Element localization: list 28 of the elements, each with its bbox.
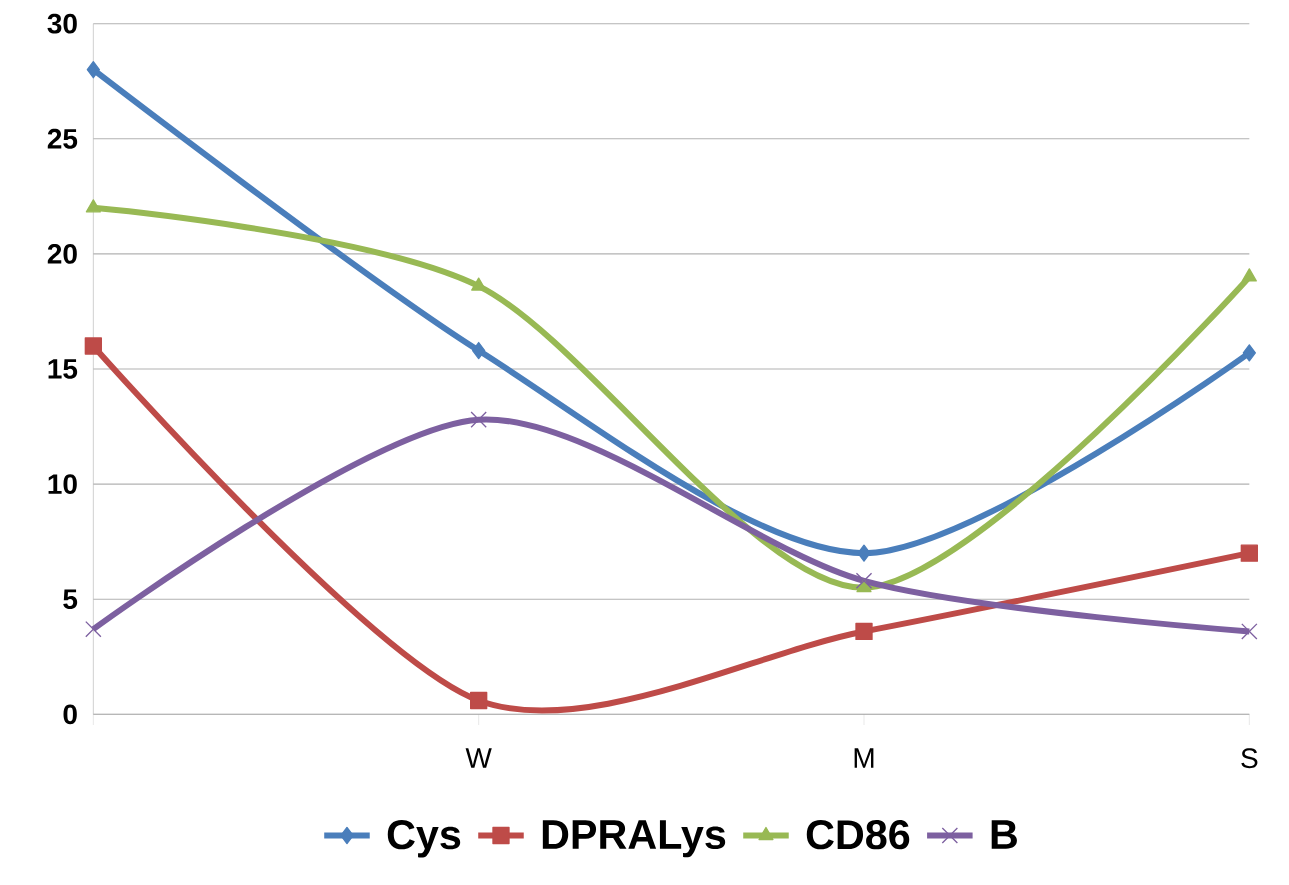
point: [1241, 623, 1258, 640]
point: [470, 691, 488, 710]
point: [855, 622, 873, 641]
y-tick-label: 25: [47, 128, 78, 149]
point: [84, 337, 103, 355]
y-tick-label: 0: [63, 704, 77, 725]
point: [86, 61, 101, 79]
point: [1242, 344, 1256, 362]
y-tick-label: 15: [48, 359, 78, 379]
x-tick-label: W: [465, 748, 492, 768]
point: [1240, 544, 1259, 562]
point: [1241, 268, 1257, 282]
point: [857, 544, 871, 562]
legend-label: CD86: [806, 820, 910, 850]
y-tick-label: 10: [48, 474, 77, 495]
legend-label: B: [991, 820, 1017, 849]
legend-label: Cys: [387, 820, 461, 858]
point: [472, 341, 486, 360]
y-tick-label: 5: [63, 589, 78, 609]
point: [470, 411, 487, 428]
point: [85, 199, 101, 213]
point: [855, 572, 873, 589]
x-tick-label: S: [1241, 748, 1258, 769]
y-tick-label: 20: [47, 243, 77, 264]
y-tick-label: 30: [47, 13, 77, 34]
x-tick-label: M: [854, 748, 874, 768]
legend-label: DPRALys: [542, 820, 726, 858]
point: [85, 620, 102, 638]
